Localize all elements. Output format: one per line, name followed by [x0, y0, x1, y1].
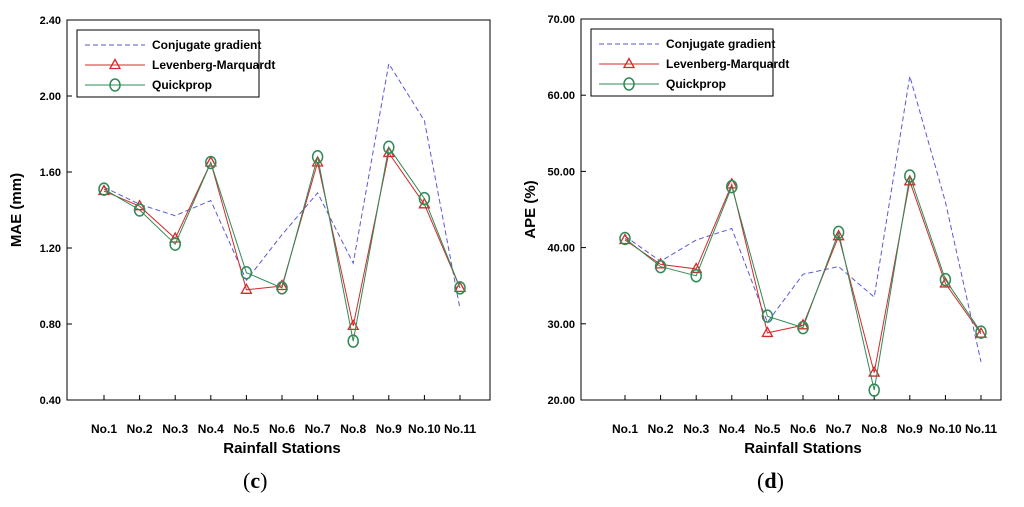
legend-marker-circle	[623, 77, 635, 91]
y-axis-title: APE (%)	[522, 180, 539, 238]
x-tick-label: No.11	[444, 422, 476, 436]
x-tick-label: No.7	[826, 422, 852, 436]
y-tick-label: 2.40	[40, 15, 61, 27]
series-line-quickprop	[103, 146, 461, 342]
y-tick-label: 20.00	[547, 395, 575, 407]
x-tick-label: No.10	[929, 422, 962, 436]
legend-label: Levenberg-Marquardt	[152, 58, 275, 72]
x-tick-label: No.1	[612, 422, 638, 436]
x-tick-label: No.5	[754, 422, 780, 436]
data-point-triangle	[761, 326, 774, 338]
data-point-circle	[169, 237, 181, 251]
data-point-circle	[383, 140, 395, 155]
x-tick-label: No.9	[376, 422, 402, 436]
data-point-circle	[975, 325, 987, 339]
data-point-circle	[98, 182, 110, 196]
x-tick-label: No.6	[269, 422, 295, 436]
x-tick-label: No.2	[127, 422, 153, 436]
y-tick-label: 30.00	[547, 319, 575, 331]
data-point-triangle	[654, 257, 667, 269]
x-tick-label: No.3	[162, 422, 188, 436]
data-point-triangle	[204, 155, 217, 167]
x-tick-label: No.7	[305, 422, 331, 436]
panel-caption-d: (d)	[757, 468, 784, 493]
data-point-triangle	[618, 233, 632, 245]
data-point-circle	[240, 265, 253, 280]
data-point-circle	[133, 203, 146, 217]
panel-caption-c: (c)	[243, 468, 268, 493]
data-point-circle	[690, 269, 702, 283]
x-tick-label: No.9	[897, 422, 923, 436]
x-tick-label: No.10	[408, 422, 441, 436]
x-tick-label: No.5	[233, 422, 259, 436]
y-tick-label: 70.00	[547, 14, 575, 26]
legend-label: Conjugate gradient	[152, 38, 261, 52]
data-point-triangle	[240, 282, 253, 294]
panel-label-c: c	[250, 468, 261, 493]
data-point-circle	[418, 191, 431, 206]
data-point-triangle	[974, 326, 988, 338]
legend-box	[590, 28, 774, 97]
x-tick-label: No.8	[861, 422, 887, 436]
data-point-circle	[726, 179, 738, 194]
plot-frame	[580, 18, 1002, 401]
series-line-conjugate-gradient	[103, 62, 461, 309]
y-axis-title: MAE (mm)	[8, 173, 25, 247]
series-line-levenberg-marquardt	[624, 179, 982, 373]
chart-c: 0.40 0.80 1.20 1.60 2.00 2.40 No.1 No.2 No.3 No.4…	[8, 15, 491, 457]
legend-marker-circle	[109, 78, 121, 92]
x-tick-label: No.4	[198, 422, 224, 436]
legend-label: Levenberg-Marquardt	[666, 57, 789, 71]
legend-label: Conjugate gradient	[666, 37, 775, 51]
x-tick-label: No.4	[719, 422, 745, 436]
data-point-triangle	[453, 281, 467, 293]
y-tick-label: 0.40	[40, 395, 61, 407]
data-point-circle	[654, 259, 667, 274]
y-tick-label: 2.00	[40, 91, 61, 103]
series-line-quickprop	[624, 175, 982, 391]
y-tick-label: 50.00	[547, 166, 575, 178]
x-tick-label: No.3	[683, 422, 709, 436]
chart-d: 20.00 30.00 40.00 50.00 60.00 70.00 No.1 No.2 No…	[522, 14, 1002, 457]
y-tick-label: 1.20	[40, 243, 61, 255]
data-point-circle	[868, 383, 880, 397]
data-point-triangle	[868, 365, 881, 377]
x-tick-label: No.2	[648, 422, 674, 436]
data-point-triangle	[796, 318, 810, 330]
x-axis-title: Rainfall Stations	[744, 440, 862, 457]
data-point-circle	[904, 169, 916, 183]
data-point-circle	[797, 320, 809, 335]
data-point-triangle	[690, 262, 703, 274]
data-point-circle	[347, 334, 359, 348]
legend-label: Quickprop	[666, 77, 726, 91]
x-tick-label: No.8	[340, 422, 366, 436]
legend-box	[76, 29, 260, 98]
legend-marker-triangle	[622, 57, 636, 69]
x-tick-label: No.1	[91, 422, 117, 436]
legend-label: Quickprop	[152, 78, 212, 92]
x-axis-title: Rainfall Stations	[223, 440, 341, 457]
data-point-circle	[311, 150, 324, 164]
data-point-circle	[761, 309, 774, 323]
series-line-levenberg-marquardt	[103, 151, 461, 327]
y-tick-label: 40.00	[547, 243, 575, 255]
data-point-circle	[454, 281, 466, 295]
data-point-circle	[276, 281, 288, 295]
data-point-triangle	[832, 229, 845, 241]
data-point-triangle	[275, 279, 289, 291]
data-point-circle	[619, 231, 631, 246]
data-point-circle	[939, 272, 952, 287]
data-point-circle	[205, 155, 217, 170]
y-tick-label: 1.60	[40, 167, 61, 179]
legend-marker-triangle	[108, 58, 122, 70]
x-tick-label: No.11	[965, 422, 997, 436]
y-tick-label: 60.00	[547, 90, 575, 102]
plot-frame	[66, 19, 491, 401]
y-tick-label: 0.80	[40, 319, 61, 331]
x-tick-label: No.6	[790, 422, 816, 436]
data-point-circle	[832, 225, 845, 240]
panel-label-d: d	[764, 468, 777, 493]
series-line-conjugate-gradient	[624, 76, 982, 363]
